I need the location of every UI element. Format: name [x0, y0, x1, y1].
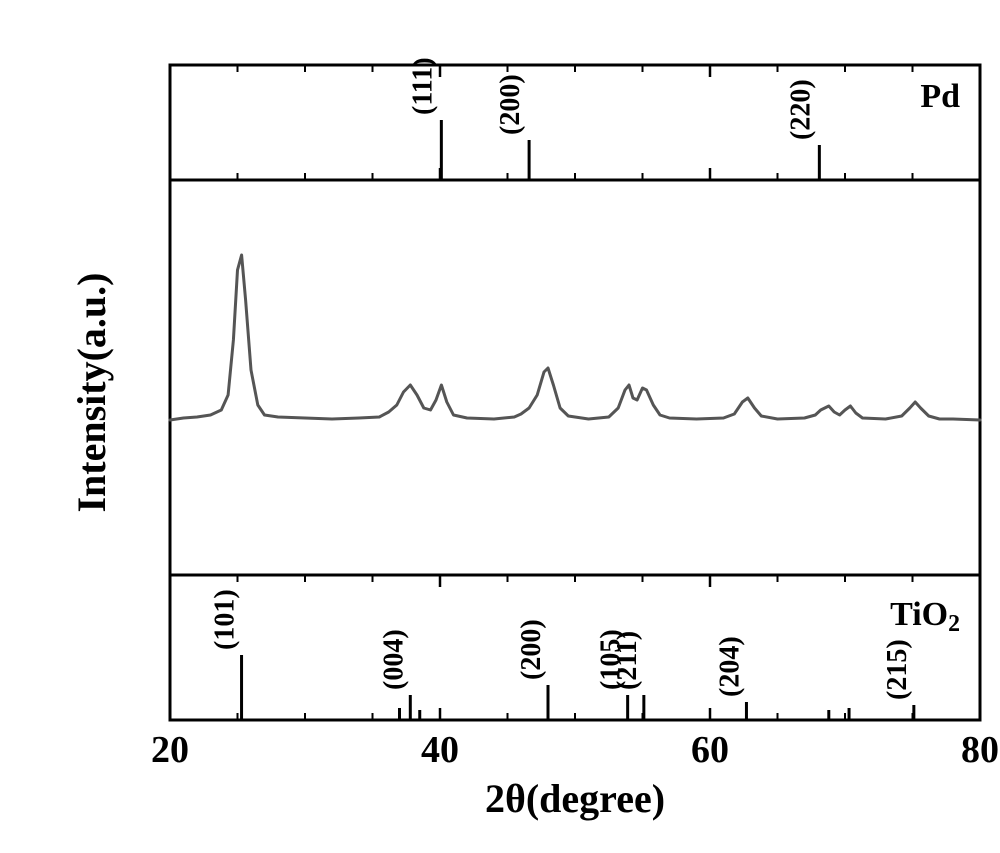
- chart-svg: 20 40 60 80 2θ(degree) Intensity(a.u.) (111) (2…: [20, 20, 1000, 833]
- tio2-peak-label: (004): [378, 629, 409, 690]
- tio2-peak-label: (211): [612, 631, 643, 690]
- x-axis-label: 2θ(degree): [485, 776, 665, 821]
- xrd-chart: 20 40 60 80 2θ(degree) Intensity(a.u.) (111) (2…: [20, 20, 1000, 833]
- pd-peak-label: (200): [495, 74, 526, 135]
- pd-phase-label: Pd: [920, 78, 960, 115]
- tio2-peak-label: (204): [714, 636, 745, 697]
- y-axis-label: Intensity(a.u.): [69, 272, 114, 512]
- tio2-peak-label: (215): [882, 639, 913, 700]
- xrd-spectrum-curve: [170, 255, 980, 420]
- x-tick-label: 20: [151, 729, 189, 771]
- x-tick-label: 60: [691, 729, 729, 771]
- tio2-peak-label: (101): [210, 589, 241, 650]
- tio2-peak-label: (200): [516, 619, 547, 680]
- pd-peak-label: (220): [785, 79, 816, 140]
- pd-peak-label: (111): [407, 57, 438, 115]
- x-tick-label: 40: [421, 729, 459, 771]
- tio2-phase-label: TiO2: [890, 596, 960, 637]
- x-tick-label: 80: [961, 729, 999, 771]
